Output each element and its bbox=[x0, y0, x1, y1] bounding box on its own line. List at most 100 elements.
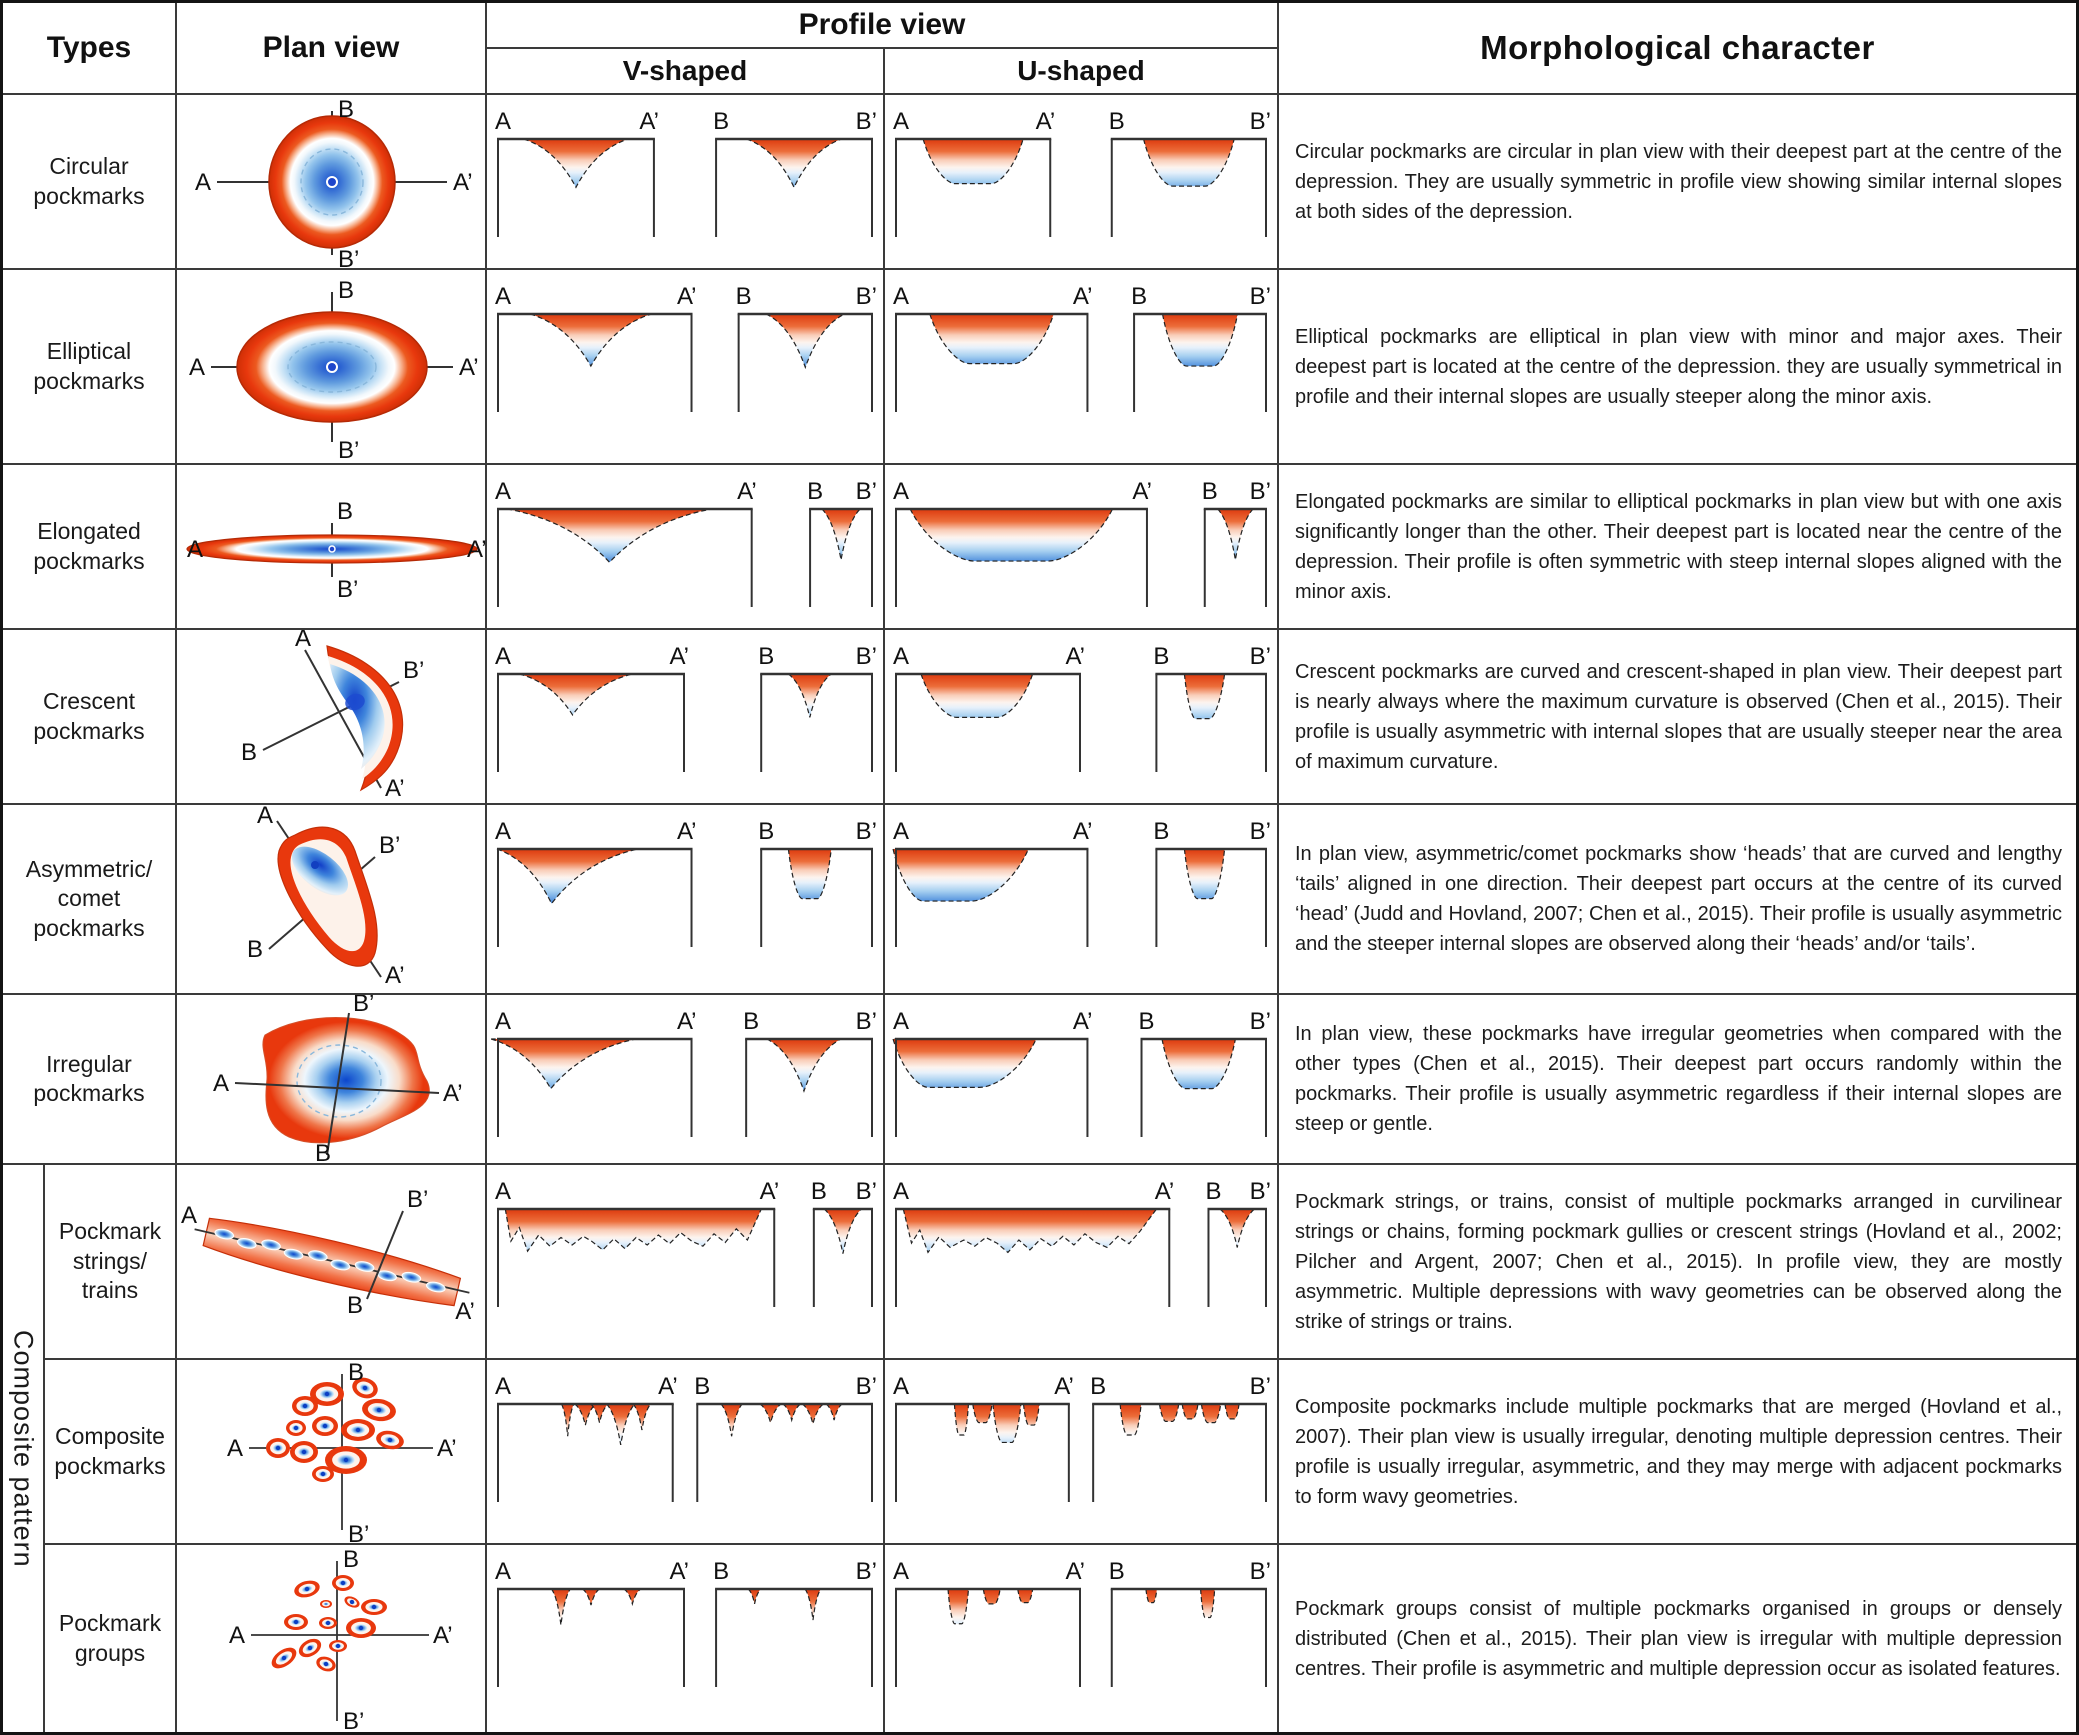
profile-v-crescent: A A’ B B’ bbox=[495, 643, 877, 772]
profile-v-cell-elongated: A A’ B B’ bbox=[487, 465, 883, 628]
svg-text:A: A bbox=[495, 283, 511, 310]
plan-view-cell-composite-pockmarks: A A’ B B’ bbox=[177, 1360, 485, 1543]
svg-text:A’: A’ bbox=[1065, 1558, 1085, 1585]
plan-view-cell-elliptical: A A’ B B’ bbox=[177, 270, 485, 463]
profile-v-cell-asymmetric-comet: A A’ B B’ bbox=[487, 805, 883, 993]
svg-text:A: A bbox=[295, 630, 311, 652]
svg-text:B: B bbox=[1109, 1558, 1125, 1585]
header-u-shaped: U-shaped bbox=[885, 49, 1277, 93]
plan-view-cell-circular: A A’ B B’ bbox=[177, 95, 485, 268]
profile-v-elongated: A A’ B B’ bbox=[495, 478, 877, 607]
pockmark-blob bbox=[376, 1430, 404, 1450]
pockmark-blob bbox=[332, 1575, 354, 1591]
profile-v-asymmetric-comet: A A’ B B’ bbox=[495, 818, 877, 947]
pockmark-blob bbox=[319, 1617, 337, 1629]
svg-text:B’: B’ bbox=[1250, 1008, 1271, 1035]
plan-view-cell-pockmark-strings: A A’ B B’ bbox=[177, 1165, 485, 1358]
morph-cell-elliptical: Elliptical pockmarks are elliptical in p… bbox=[1279, 270, 2076, 463]
pockmark-blob bbox=[346, 1618, 376, 1638]
morph-text: Pockmark strings, or trains, consist of … bbox=[1295, 1190, 2062, 1333]
pockmark-blob bbox=[286, 1420, 306, 1436]
svg-text:B’: B’ bbox=[1250, 283, 1271, 310]
svg-text:A: A bbox=[495, 1008, 511, 1035]
svg-text:A: A bbox=[893, 1008, 909, 1035]
svg-text:B: B bbox=[1109, 108, 1125, 135]
svg-text:A: A bbox=[893, 108, 909, 135]
type-label-irregular: Irregular pockmarks bbox=[3, 995, 175, 1163]
profile-u-pockmark-groups: A A’ B B’ bbox=[893, 1558, 1271, 1687]
morph-cell-asymmetric-comet: In plan view, asymmetric/comet pockmarks… bbox=[1279, 805, 2076, 993]
pockmark-blob bbox=[298, 1638, 322, 1658]
profile-u-cell-elongated: A A’ B B’ bbox=[885, 465, 1277, 628]
header-types: Types bbox=[3, 3, 175, 93]
profile-u-composite-pockmarks: A A’ B B’ bbox=[893, 1373, 1271, 1502]
pockmark-blob bbox=[284, 1614, 308, 1630]
type-label-elliptical: Elliptical pockmarks bbox=[3, 270, 175, 463]
svg-text:B: B bbox=[347, 1292, 363, 1319]
header-morphological-character: Morphological character bbox=[1279, 3, 2076, 93]
svg-text:B: B bbox=[315, 1140, 331, 1163]
morph-text: Crescent pockmarks are curved and cresce… bbox=[1295, 660, 2062, 773]
pockmark-blob bbox=[325, 1446, 367, 1474]
svg-text:A’: A’ bbox=[443, 1080, 463, 1107]
svg-text:A’: A’ bbox=[433, 1622, 453, 1649]
plan-view-circular: A A’ B B’ bbox=[195, 96, 473, 268]
svg-text:A: A bbox=[257, 805, 273, 829]
type-label-elongated: Elongated pockmarks bbox=[3, 465, 175, 628]
svg-text:A: A bbox=[187, 536, 203, 563]
svg-text:A’: A’ bbox=[677, 818, 697, 845]
svg-text:A: A bbox=[495, 643, 511, 670]
svg-text:B’: B’ bbox=[856, 108, 877, 135]
svg-text:B: B bbox=[348, 1360, 364, 1386]
svg-text:B’: B’ bbox=[856, 283, 877, 310]
svg-text:B: B bbox=[736, 283, 752, 310]
pockmark-blob bbox=[312, 1416, 338, 1436]
svg-text:B’: B’ bbox=[353, 995, 374, 1017]
svg-text:B’: B’ bbox=[856, 818, 877, 845]
profile-v-pockmark-groups: A A’ B B’ bbox=[495, 1558, 877, 1687]
pockmark-blob bbox=[266, 1438, 290, 1458]
pockmark-blob bbox=[316, 1656, 336, 1672]
svg-text:B’: B’ bbox=[337, 576, 358, 603]
svg-text:A: A bbox=[181, 1202, 197, 1229]
svg-text:A: A bbox=[893, 1558, 909, 1585]
pockmark-blob bbox=[320, 1600, 332, 1608]
pockmark-blob bbox=[329, 1640, 347, 1652]
svg-text:A’: A’ bbox=[1155, 1178, 1175, 1205]
svg-text:B’: B’ bbox=[403, 657, 424, 684]
svg-text:A’: A’ bbox=[1073, 1008, 1093, 1035]
morph-text: Pockmark groups consist of multiple pock… bbox=[1295, 1597, 2062, 1680]
profile-u-cell-elliptical: A A’ B B’ bbox=[885, 270, 1277, 463]
type-label-crescent: Crescent pockmarks bbox=[3, 630, 175, 803]
profile-v-circular: A A’ B B’ bbox=[495, 108, 877, 237]
header-profile-view: Profile view bbox=[487, 3, 1277, 47]
svg-text:B’: B’ bbox=[338, 246, 359, 268]
svg-text:A’: A’ bbox=[467, 536, 485, 563]
svg-text:A: A bbox=[893, 283, 909, 310]
svg-text:A’: A’ bbox=[1054, 1373, 1074, 1400]
profile-u-circular: A A’ B B’ bbox=[893, 108, 1271, 237]
profile-v-pockmark-strings: A A’ B B’ bbox=[495, 1178, 877, 1307]
morph-cell-crescent: Crescent pockmarks are curved and cresce… bbox=[1279, 630, 2076, 803]
profile-u-pockmark-strings: A A’ B B’ bbox=[893, 1178, 1271, 1307]
plan-view-strings: A A’ B B’ bbox=[181, 1186, 475, 1325]
profile-v-irregular: A A’ B B’ bbox=[490, 1008, 877, 1137]
svg-text:A’: A’ bbox=[1036, 108, 1056, 135]
svg-text:B’: B’ bbox=[343, 1708, 364, 1732]
plan-view-cell-elongated: A A’ B B’ bbox=[177, 465, 485, 628]
svg-text:A’: A’ bbox=[385, 962, 405, 989]
profile-v-cell-elliptical: A A’ B B’ bbox=[487, 270, 883, 463]
pockmark-blob bbox=[310, 1382, 344, 1406]
svg-text:A’: A’ bbox=[1073, 818, 1093, 845]
svg-text:B’: B’ bbox=[1250, 1373, 1271, 1400]
morph-cell-pockmark-groups: Pockmark groups consist of multiple pock… bbox=[1279, 1545, 2076, 1732]
svg-text:B’: B’ bbox=[856, 1373, 877, 1400]
svg-text:B: B bbox=[338, 96, 354, 123]
morph-text: In plan view, these pockmarks have irreg… bbox=[1295, 1023, 2062, 1135]
morph-cell-elongated: Elongated pockmarks are similar to ellip… bbox=[1279, 465, 2076, 628]
svg-text:A’: A’ bbox=[459, 354, 479, 381]
svg-text:A’: A’ bbox=[639, 108, 659, 135]
svg-text:B’: B’ bbox=[348, 1521, 369, 1543]
profile-u-irregular: A A’ B B’ bbox=[892, 1008, 1271, 1137]
profile-u-cell-crescent: A A’ B B’ bbox=[885, 630, 1277, 803]
